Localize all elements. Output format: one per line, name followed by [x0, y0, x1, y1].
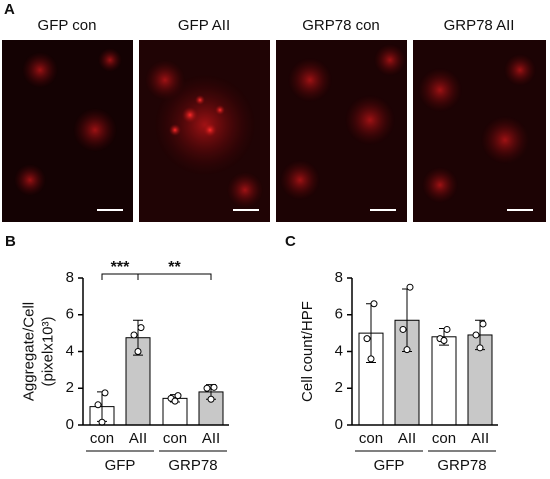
data-point — [171, 397, 179, 405]
y-tick-label: 6 — [66, 306, 74, 323]
data-point — [94, 401, 102, 409]
data-point — [363, 335, 371, 343]
y-tick-label: 8 — [335, 269, 343, 286]
group-label: GFP — [374, 457, 405, 474]
data-point — [130, 331, 138, 339]
data-point — [476, 344, 484, 352]
data-point — [399, 325, 407, 333]
image-title: GFP con — [38, 17, 97, 34]
data-point — [406, 283, 414, 291]
y-axis-title: Aggregate/Cell — [20, 302, 37, 401]
data-point — [440, 336, 448, 344]
data-point — [210, 383, 218, 391]
group-label: GFP — [105, 457, 136, 474]
y-tick-label: 2 — [66, 379, 74, 396]
x-tick-label: AII — [202, 430, 220, 447]
micrographs — [2, 40, 546, 222]
data-point — [472, 331, 480, 339]
panel-label: C — [285, 233, 296, 250]
image-title: GFP AII — [178, 17, 230, 34]
significance-label: ** — [168, 259, 181, 276]
data-point — [174, 392, 182, 400]
data-point — [443, 325, 451, 333]
image-title: GRP78 AII — [444, 17, 515, 34]
data-point — [137, 324, 145, 332]
data-point — [367, 355, 375, 363]
x-tick-label: con — [359, 430, 383, 447]
x-tick-label: AII — [129, 430, 147, 447]
panel-label: B — [5, 233, 16, 250]
group-label: GRP78 — [437, 457, 486, 474]
data-point — [370, 300, 378, 308]
data-point — [479, 320, 487, 328]
image-title: GRP78 con — [302, 17, 380, 34]
bar — [431, 336, 457, 426]
x-tick-label: AII — [398, 430, 416, 447]
x-tick-label: con — [90, 430, 114, 447]
x-tick-label: AII — [471, 430, 489, 447]
data-point — [207, 395, 215, 403]
y-tick-label: 2 — [335, 379, 343, 396]
y-axis-title: Cell count/HPF — [299, 301, 316, 402]
panel-label: A — [4, 1, 15, 18]
x-tick-label: con — [163, 430, 187, 447]
data-point — [101, 389, 109, 397]
data-point — [203, 384, 211, 392]
x-tick-label: con — [432, 430, 456, 447]
y-tick-label: 4 — [66, 342, 74, 359]
data-point — [403, 346, 411, 354]
y-axis-title: (pixelx10³) — [39, 316, 56, 386]
significance-bracket — [137, 273, 212, 280]
y-tick-label: 4 — [335, 342, 343, 359]
y-tick-label: 6 — [335, 306, 343, 323]
y-tick-label: 8 — [66, 269, 74, 286]
y-tick-label: 0 — [335, 416, 343, 433]
group-label: GRP78 — [168, 457, 217, 474]
data-point — [134, 348, 142, 355]
y-tick-label: 0 — [66, 416, 74, 433]
significance-label: *** — [111, 259, 130, 276]
